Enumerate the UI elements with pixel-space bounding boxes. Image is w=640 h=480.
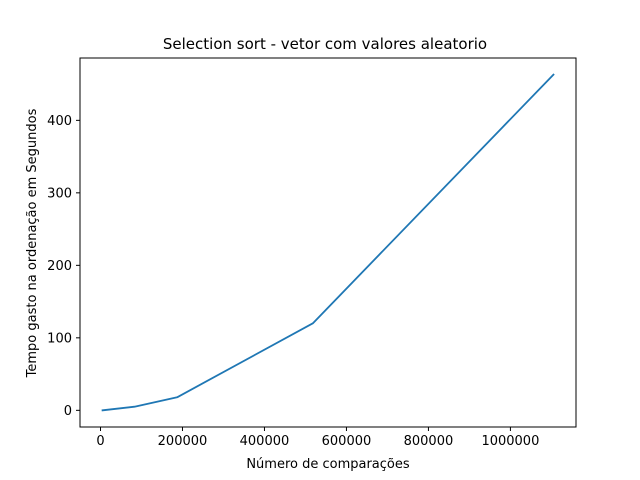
data-point <box>312 322 314 324</box>
plot-area-frame <box>79 57 577 428</box>
x-tick-label: 0 <box>96 434 104 449</box>
y-tick-label: 200 <box>47 259 72 274</box>
x-tick-label: 200000 <box>158 434 208 449</box>
y-tick-label: 0 <box>64 404 72 419</box>
x-tick-label: 400000 <box>240 434 290 449</box>
series-layer <box>101 73 555 412</box>
data-point <box>176 396 178 398</box>
y-axis: 0 100 200 300 400 <box>47 114 80 419</box>
y-tick-label: 300 <box>47 186 72 201</box>
x-axis: 0 200000 400000 600000 800000 1000000 <box>96 427 539 449</box>
y-tick-label: 400 <box>47 114 72 129</box>
data-point <box>134 406 136 408</box>
x-tick-label: 600000 <box>322 434 372 449</box>
x-axis-label: Número de comparações <box>246 457 410 472</box>
chart-title: Selection sort - vetor com valores aleat… <box>163 35 487 53</box>
y-axis-label: Tempo gasto na ordenação em Segundos <box>25 108 40 378</box>
x-tick-label: 800000 <box>404 434 454 449</box>
data-point <box>553 74 555 76</box>
x-tick-label: 1000000 <box>481 434 539 449</box>
y-tick-label: 100 <box>47 331 72 346</box>
series-line <box>101 73 555 412</box>
data-point <box>102 409 104 411</box>
